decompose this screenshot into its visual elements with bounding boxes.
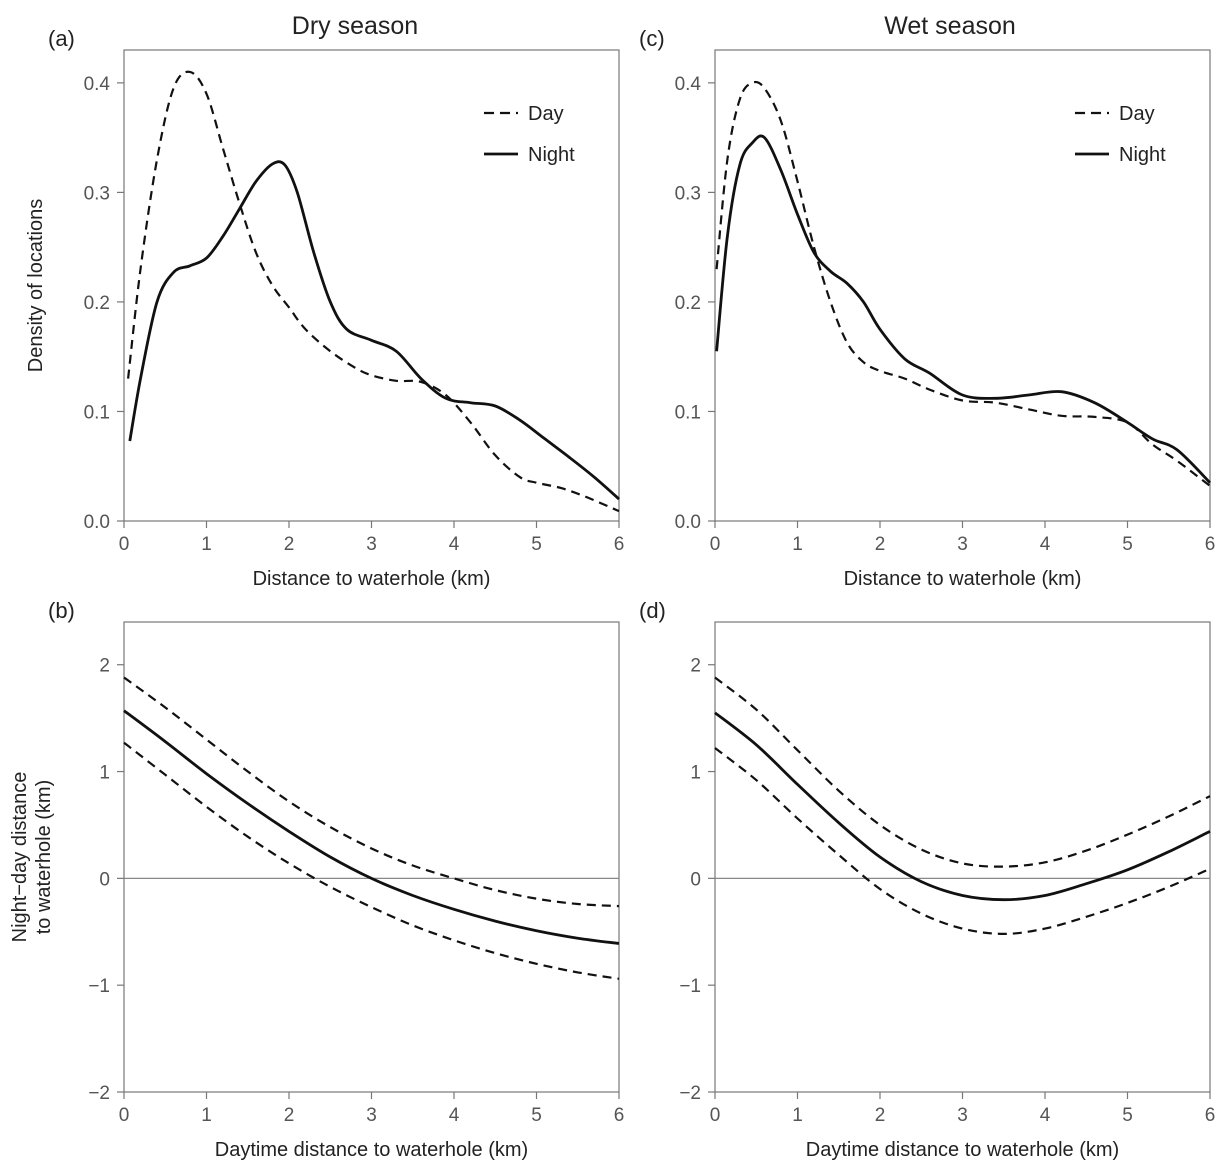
y-tick-label: −1 [88,976,110,997]
y-tick-label: 1 [690,763,701,784]
y-tick-label: 0.1 [675,402,701,423]
series-line-confidence-band-2 [714,747,1211,936]
series-line-night [128,160,620,501]
x-tick-label: 4 [1040,534,1051,555]
series-line-confidence-band-0 [714,676,1211,868]
panel-label: (b) [48,598,75,623]
x-tick-label: 6 [614,534,625,555]
x-tick-label: 0 [119,1105,130,1126]
y-tick-label: −2 [88,1083,110,1104]
x-tick-label: 2 [875,1105,886,1126]
y-tick-label: 2 [690,656,701,677]
x-tick-label: 0 [710,1105,721,1126]
y-tick-label: 1 [99,763,110,784]
y-tick-label: 0.0 [84,512,110,533]
x-tick-label: 2 [284,1105,295,1126]
series-line-day [715,80,1211,487]
x-tick-label: 3 [366,1105,377,1126]
series-line-confidence-band-2 [123,741,620,980]
x-tick-label: 5 [1122,1105,1133,1126]
x-tick-label: 2 [284,534,295,555]
x-tick-label: 5 [531,534,542,555]
y-axis-title-line: to waterhole (km) [33,780,55,935]
legend-label-day: Day [528,103,564,125]
axes-frame [123,621,620,1093]
y-tick-label: 0 [690,869,701,890]
x-tick-label: 3 [957,1105,968,1126]
series-line-estimate [123,709,620,945]
y-tick-label: 0 [99,869,110,890]
legend-label-night: Night [528,144,575,166]
panel-label: (d) [639,598,666,623]
y-tick-label: 0.3 [84,183,110,204]
x-tick-label: 1 [792,1105,803,1126]
x-tick-label: 6 [1205,1105,1216,1126]
x-axis-title: Distance to waterhole (km) [253,568,491,590]
panel-label: (c) [639,26,665,51]
series-line-estimate [714,711,1211,902]
x-axis-title: Daytime distance to waterhole (km) [806,1139,1119,1161]
y-tick-label: 0.4 [675,74,702,95]
x-axis-title: Distance to waterhole (km) [844,568,1082,590]
series-line-day [127,70,620,513]
x-tick-label: 6 [1205,534,1216,555]
x-tick-label: 5 [1122,534,1133,555]
legend-label-day: Day [1119,103,1155,125]
x-tick-label: 6 [614,1105,625,1126]
x-tick-label: 4 [1040,1105,1051,1126]
panel-d: (d) 0 1 2 3 4 5 6 −2 −1 0 1 2 Daytime distance to wat… [639,598,1215,1161]
axes-frame [714,621,1211,1093]
x-tick-label: 1 [792,534,803,555]
panel-label: (a) [48,26,75,51]
y-axis-title: Density of locations [25,199,47,372]
x-tick-label: 4 [449,534,460,555]
y-tick-label: 0.2 [84,293,110,314]
y-tick-label: 0.0 [675,512,701,533]
x-tick-label: 0 [119,534,130,555]
y-axis-title-line: Night−day distance [9,772,31,943]
x-tick-label: 3 [957,534,968,555]
y-tick-label: −2 [679,1083,701,1104]
x-tick-label: 3 [366,534,377,555]
x-tick-label: 5 [531,1105,542,1126]
x-tick-label: 2 [875,534,886,555]
legend-label-night: Night [1119,144,1166,166]
y-tick-label: −1 [679,976,701,997]
column-title-dry: Dry season [292,12,418,40]
panel-b: (b) 0 1 2 3 4 5 6 −2 −1 0 1 2 Daytime distance to wat… [9,598,624,1161]
x-tick-label: 4 [449,1105,460,1126]
column-title-wet: Wet season [884,12,1016,40]
x-tick-label: 0 [710,534,721,555]
series-line-confidence-band-0 [123,676,620,908]
y-tick-label: 0.2 [675,293,701,314]
x-axis-title: Daytime distance to waterhole (km) [215,1139,528,1161]
x-tick-label: 1 [201,534,212,555]
panel-a: (a) 0 1 2 3 4 5 6 0.0 0.1 0.2 0.3 0.4 Distance to wat… [25,26,624,590]
x-tick-label: 1 [201,1105,212,1126]
panel-c: (c) 0 1 2 3 4 5 6 0.0 0.1 0.2 0.3 0.4 Distance to wat… [639,26,1215,590]
y-tick-label: 0.4 [84,74,111,95]
y-tick-label: 0.3 [675,183,701,204]
y-tick-label: 2 [99,656,110,677]
series-line-night [715,134,1211,484]
y-tick-label: 0.1 [84,402,110,423]
